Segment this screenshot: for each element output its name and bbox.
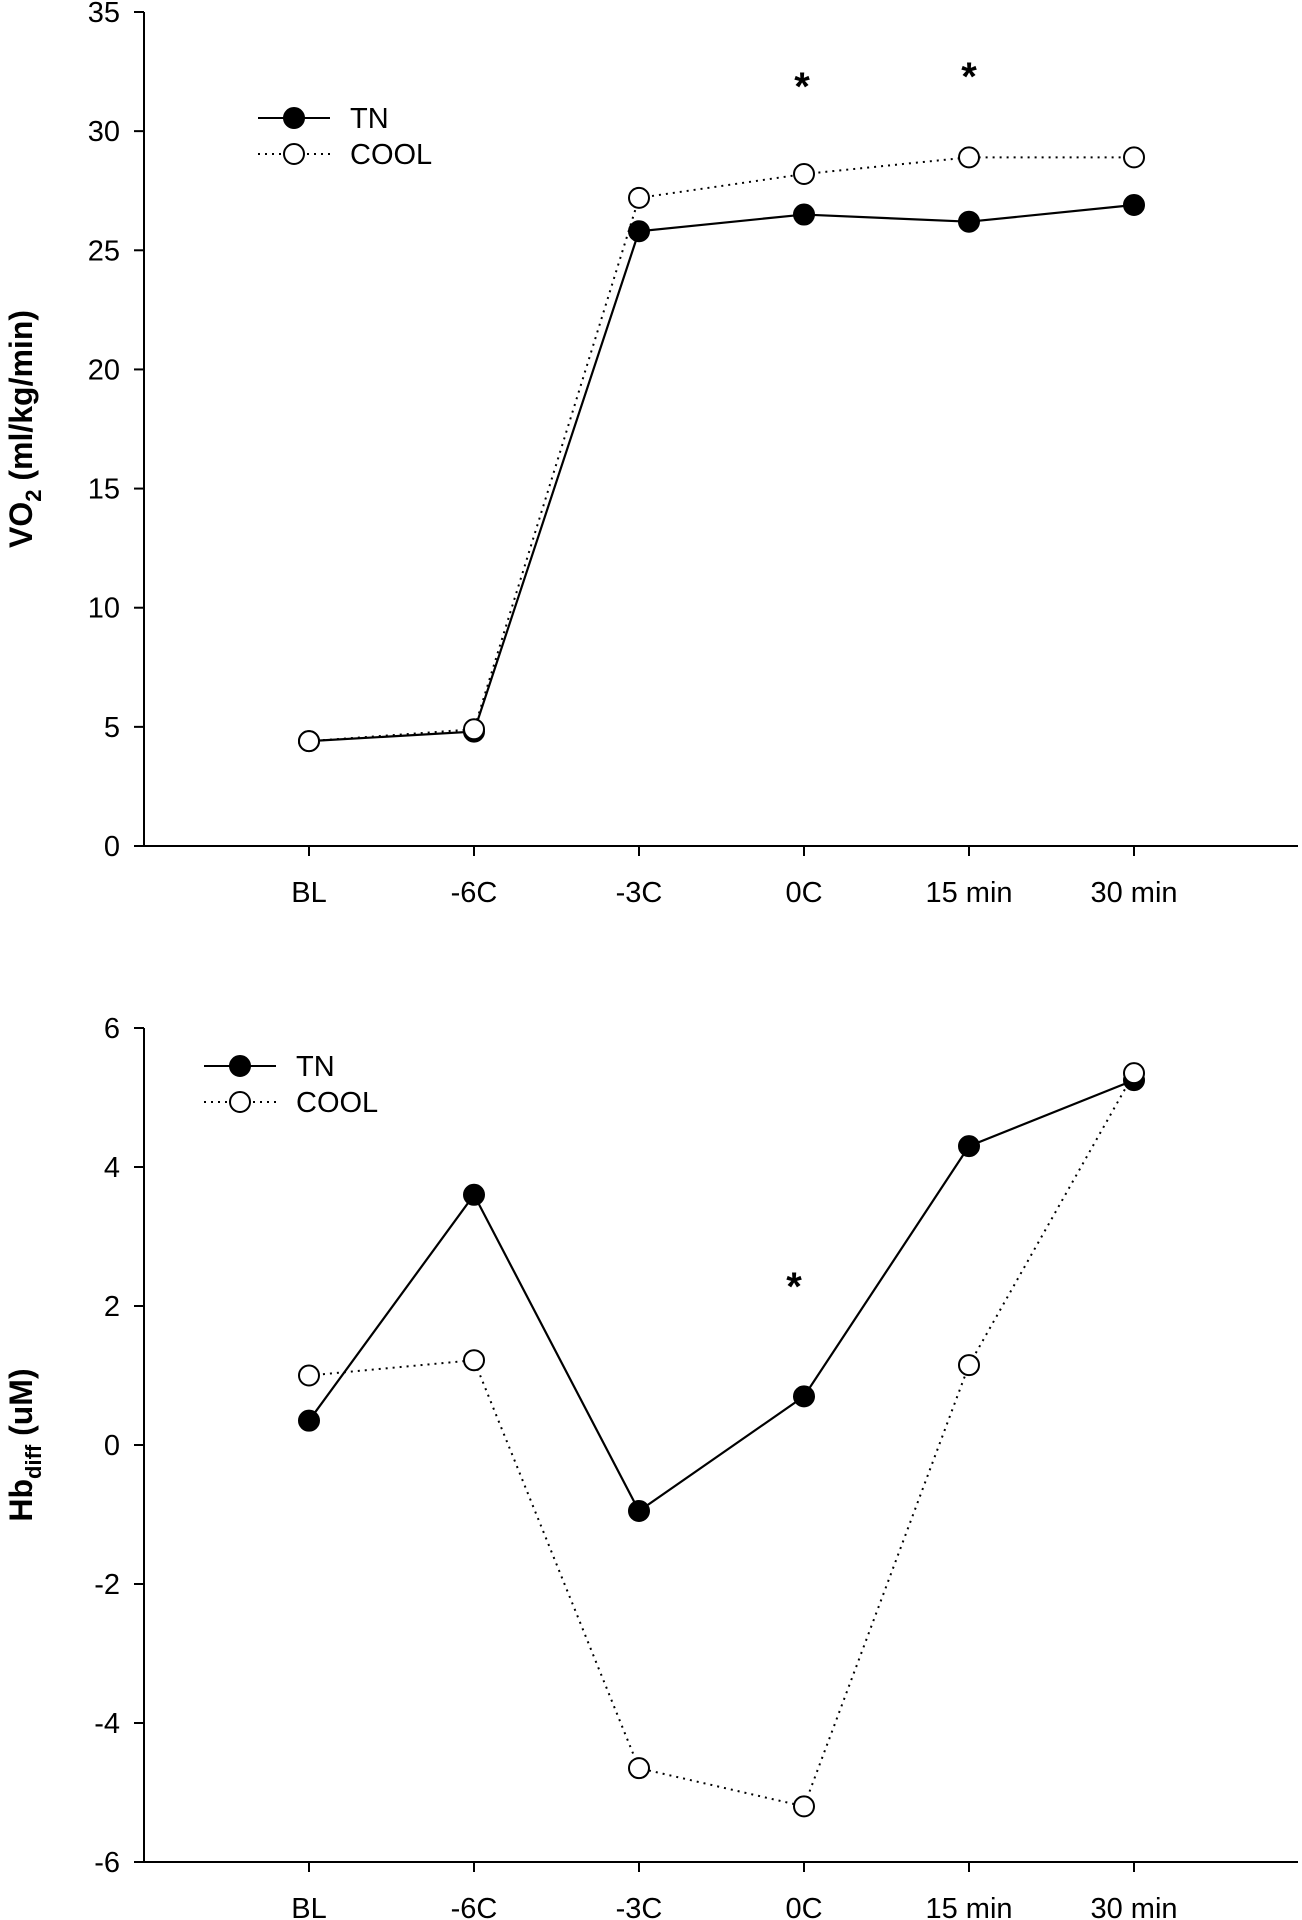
y-tick-label: 10 bbox=[88, 593, 120, 625]
series-line-cool bbox=[308, 1072, 1135, 1808]
y-tick-label: 0 bbox=[104, 1430, 120, 1462]
y-tick-label: -4 bbox=[94, 1708, 120, 1740]
data-point-cool bbox=[793, 163, 815, 186]
data-point-tn bbox=[793, 1385, 815, 1408]
x-tick-label: -6C bbox=[451, 877, 498, 909]
x-tick-label: -6C bbox=[451, 1893, 498, 1920]
y-tick-label: 30 bbox=[88, 116, 120, 148]
chart-panel-2: -6 -4 -2 0 2 4 6 BL -6C -3C 0C 15 min 30 min Hbdiff (… bbox=[3, 1013, 1298, 1920]
x-tick-label: 15 min bbox=[925, 1893, 1012, 1920]
y-axis-title: VO2 (ml/kg/min) bbox=[3, 310, 46, 548]
x-tick-label: 0C bbox=[785, 1893, 822, 1920]
data-point-cool bbox=[628, 1757, 650, 1780]
y-axis-title: Hbdiff (uM) bbox=[3, 1368, 46, 1521]
data-point-tn bbox=[793, 203, 815, 226]
x-tick-label: 0C bbox=[785, 877, 822, 909]
y-tick-label: 4 bbox=[104, 1152, 120, 1184]
y-tick-label: 5 bbox=[104, 712, 120, 744]
y-tick-label: 20 bbox=[88, 354, 120, 386]
legend-label-cool: COOL bbox=[350, 139, 432, 171]
y-tick-label: -2 bbox=[94, 1569, 120, 1601]
y-tick-label: 15 bbox=[88, 474, 120, 506]
legend-label-cool: COOL bbox=[296, 1087, 378, 1119]
legend-marker-cool bbox=[283, 143, 305, 165]
legend-marker-tn bbox=[229, 1055, 251, 1077]
series-line-tn bbox=[308, 1079, 1135, 1513]
significance-marker: * bbox=[961, 55, 977, 99]
data-point-tn bbox=[628, 1500, 650, 1523]
series-line-tn bbox=[308, 203, 1135, 743]
x-tick-label: 15 min bbox=[925, 877, 1012, 909]
data-point-cool bbox=[298, 1364, 320, 1387]
data-point-cool bbox=[298, 730, 320, 753]
data-point-cool bbox=[628, 186, 650, 209]
x-tick-label: BL bbox=[291, 1893, 326, 1920]
x-tick-label: BL bbox=[291, 877, 326, 909]
data-point-cool bbox=[958, 146, 980, 169]
x-tick-label: -3C bbox=[616, 877, 663, 909]
significance-marker: * bbox=[786, 1265, 802, 1309]
series-line-cool bbox=[308, 156, 1134, 743]
data-point-tn bbox=[628, 220, 650, 243]
significance-marker: * bbox=[794, 65, 810, 109]
y-tick-label: 25 bbox=[88, 235, 120, 267]
y-tick-label: 6 bbox=[104, 1013, 120, 1045]
y-tick-label: 0 bbox=[104, 831, 120, 863]
data-point-cool bbox=[1123, 1062, 1145, 1085]
data-point-cool bbox=[793, 1795, 815, 1818]
data-point-cool bbox=[958, 1354, 980, 1377]
data-point-tn bbox=[298, 1409, 320, 1432]
y-tick-label: 35 bbox=[88, 0, 120, 29]
y-tick-label: 2 bbox=[104, 1291, 120, 1323]
data-point-cool bbox=[1123, 146, 1145, 169]
x-tick-label: 30 min bbox=[1090, 877, 1177, 909]
legend-marker-tn bbox=[283, 107, 305, 129]
data-point-tn bbox=[958, 1135, 980, 1158]
y-tick-label: -6 bbox=[94, 1847, 120, 1879]
chart-panel-1: 0 5 10 15 20 25 30 35 BL -6C -3C 0C 15 min 30 min VO2 … bbox=[3, 0, 1298, 909]
x-tick-label: -3C bbox=[616, 1893, 663, 1920]
legend-label-tn: TN bbox=[350, 103, 389, 135]
data-point-cool bbox=[463, 718, 485, 741]
data-point-tn bbox=[1123, 194, 1145, 217]
data-point-tn bbox=[463, 1183, 485, 1206]
data-point-cool bbox=[463, 1349, 485, 1372]
x-tick-label: 30 min bbox=[1090, 1893, 1177, 1920]
data-point-tn bbox=[958, 210, 980, 233]
legend-label-tn: TN bbox=[296, 1051, 335, 1083]
legend-marker-cool bbox=[229, 1091, 251, 1113]
